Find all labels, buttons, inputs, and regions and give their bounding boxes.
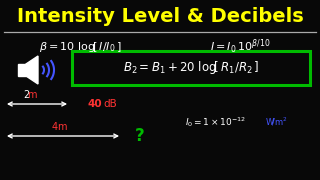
Text: Intensity Level & Decibels: Intensity Level & Decibels [17, 8, 303, 26]
Text: dB: dB [103, 99, 117, 109]
Text: $B_2 = B_1 + 20\ \mathrm{log}\!\left[\,R_1/R_2\,\right]$: $B_2 = B_1 + 20\ \mathrm{log}\!\left[\,R… [123, 60, 259, 76]
Text: 40: 40 [88, 99, 103, 109]
Polygon shape [26, 56, 38, 84]
Text: $\beta = 10\ \mathrm{log}\!\left[\,I/I_0\,\right]$: $\beta = 10\ \mathrm{log}\!\left[\,I/I_0… [39, 40, 121, 54]
Text: 2: 2 [23, 90, 29, 100]
Text: $I_0 = 1\times10^{-12}$: $I_0 = 1\times10^{-12}$ [185, 115, 245, 129]
Bar [72, 51, 310, 85]
Text: ?: ? [135, 127, 145, 145]
Text: $I = I_0\,10^{\beta/10}$: $I = I_0\,10^{\beta/10}$ [210, 38, 270, 56]
Text: m: m [27, 90, 37, 100]
Text: m: m [57, 122, 67, 132]
Text: 4: 4 [52, 122, 58, 132]
Text: $\mathrm{W\!/m^2}$: $\mathrm{W\!/m^2}$ [265, 116, 289, 128]
Bar [18, 64, 26, 76]
